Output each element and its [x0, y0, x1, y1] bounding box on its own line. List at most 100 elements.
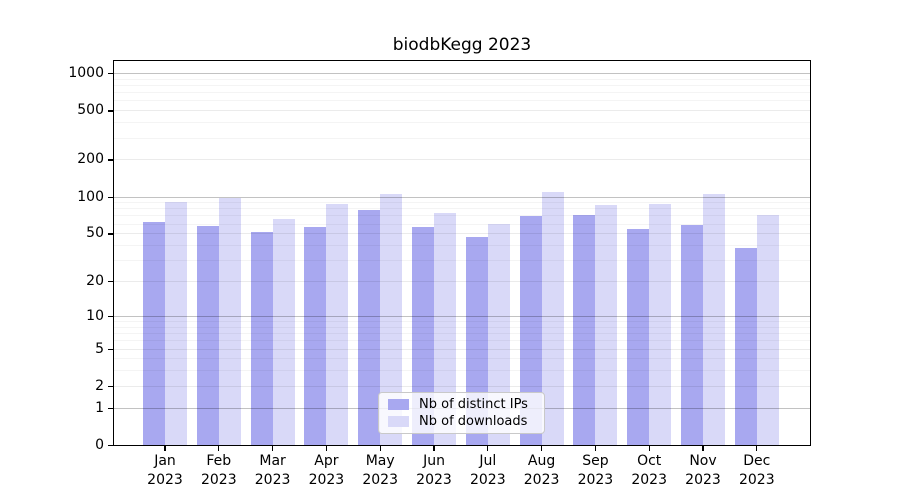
bar-downloads-feb [218, 198, 241, 445]
gridline-5 [114, 348, 810, 350]
bar-distinct-ips-apr [304, 227, 327, 445]
x-tick-label-jun: Jun 2023 [416, 453, 452, 488]
y-tick-0 [108, 445, 113, 447]
gridline-400 [114, 122, 810, 124]
chart-title: biodbKegg 2023 [392, 35, 532, 55]
x-tick-label-apr: Apr 2023 [308, 453, 345, 488]
x-tick-jan [164, 446, 166, 451]
bar-distinct-ips-may [358, 210, 381, 445]
y-tick-1 [108, 407, 113, 409]
gridline-50 [114, 233, 810, 235]
bar-distinct-ips-mar [250, 232, 273, 445]
y-tick-500 [108, 110, 113, 112]
gridline-40 [114, 245, 810, 247]
bar-distinct-ips-dec [734, 247, 757, 445]
bar-downloads-oct [649, 203, 672, 445]
bar-downloads-aug [541, 191, 564, 445]
gridline-90 [114, 202, 810, 204]
y-tick-100 [108, 196, 113, 198]
x-tick-label-dec: Dec 2023 [738, 453, 775, 488]
x-tick-jun [433, 446, 435, 451]
x-tick-label-aug: Aug 2023 [523, 453, 560, 488]
x-tick-feb [218, 446, 220, 451]
gridline-9 [114, 321, 810, 323]
bar-downloads-mar [272, 218, 295, 445]
gridline-600 [114, 100, 810, 102]
x-tick-nov [702, 446, 704, 451]
y-tick-label-10: 10 [86, 307, 104, 324]
bar-downloads-sep [595, 204, 618, 445]
x-tick-jul [487, 446, 489, 451]
x-tick-oct [648, 446, 650, 451]
gridline-800 [114, 85, 810, 86]
gridline-7 [114, 333, 810, 335]
x-tick-label-mar: Mar 2023 [254, 453, 291, 488]
x-tick-label-feb: Feb 2023 [200, 453, 237, 488]
gridline-80 [114, 208, 810, 210]
y-tick-label-2: 2 [95, 377, 104, 394]
y-tick-label-500: 500 [77, 102, 104, 119]
legend-swatch-downloads [388, 415, 409, 427]
bar-downloads-dec [756, 214, 779, 445]
x-tick-label-oct: Oct 2023 [631, 453, 667, 488]
y-tick-5 [108, 348, 113, 350]
y-tick-20 [108, 281, 113, 283]
x-tick-apr [325, 446, 328, 451]
y-tick-label-1: 1 [95, 399, 104, 416]
gridline-10 [114, 315, 810, 317]
x-tick-dec [756, 446, 758, 451]
gridline-700 [114, 92, 810, 94]
x-tick-aug [541, 446, 543, 451]
gridline-8 [114, 326, 810, 328]
y-tick-label-50: 50 [86, 225, 104, 242]
y-tick-200 [108, 159, 113, 161]
gridline-6 [114, 340, 810, 342]
y-tick-50 [108, 233, 113, 235]
y-tick-2 [108, 385, 113, 388]
legend-label-downloads: Nb of downloads [419, 413, 528, 429]
gridline-70 [114, 215, 810, 217]
gridline-20 [114, 281, 810, 283]
bar-distinct-ips-aug [519, 216, 542, 445]
gridline-100 [114, 196, 810, 198]
bar-downloads-nov [703, 193, 725, 445]
bar-downloads-jul [487, 223, 510, 445]
legend-swatch-distinct-ips [388, 399, 409, 411]
x-tick-sep [594, 446, 597, 451]
x-tick-label-may: May 2023 [362, 453, 398, 488]
gridline-300 [114, 137, 810, 139]
y-tick-label-200: 200 [77, 151, 104, 168]
gridline-500 [114, 110, 810, 112]
y-tick-label-0: 0 [95, 437, 104, 453]
bar-distinct-ips-jun [412, 227, 434, 445]
bar-distinct-ips-feb [196, 226, 219, 445]
bar-distinct-ips-oct [627, 229, 650, 445]
legend-label-distinct-ips: Nb of distinct IPs [419, 397, 528, 413]
x-tick-label-jul: Jul 2023 [469, 453, 506, 488]
bar-downloads-jun [434, 212, 456, 445]
gridline-30 [114, 260, 810, 262]
plot-area [113, 60, 811, 446]
bar-downloads-may [380, 194, 403, 445]
y-tick-label-20: 20 [86, 273, 104, 290]
gridline-1000 [114, 73, 810, 74]
bar-distinct-ips-sep [573, 215, 596, 445]
y-tick-label-1000: 1000 [68, 65, 104, 81]
bar-distinct-ips-nov [681, 225, 703, 445]
legend-item-downloads: Nb of downloads [388, 414, 535, 429]
y-tick-10 [108, 315, 113, 318]
bar-downloads-apr [326, 203, 349, 445]
x-tick-label-sep: Sep 2023 [577, 453, 614, 488]
legend-item-distinct-ips: Nb of distinct IPs [388, 397, 535, 412]
y-tick-label-5: 5 [95, 340, 104, 357]
bar-distinct-ips-jan [143, 221, 165, 445]
gridline-4 [114, 358, 810, 360]
gridline-2 [114, 385, 810, 387]
gridline-3 [114, 370, 810, 372]
y-tick-1000 [108, 73, 113, 75]
gridline-60 [114, 223, 810, 225]
x-tick-label-jan: Jan 2023 [147, 453, 183, 488]
bar-downloads-jan [165, 202, 187, 445]
y-tick-label-100: 100 [77, 188, 104, 205]
gridline-900 [114, 78, 810, 80]
